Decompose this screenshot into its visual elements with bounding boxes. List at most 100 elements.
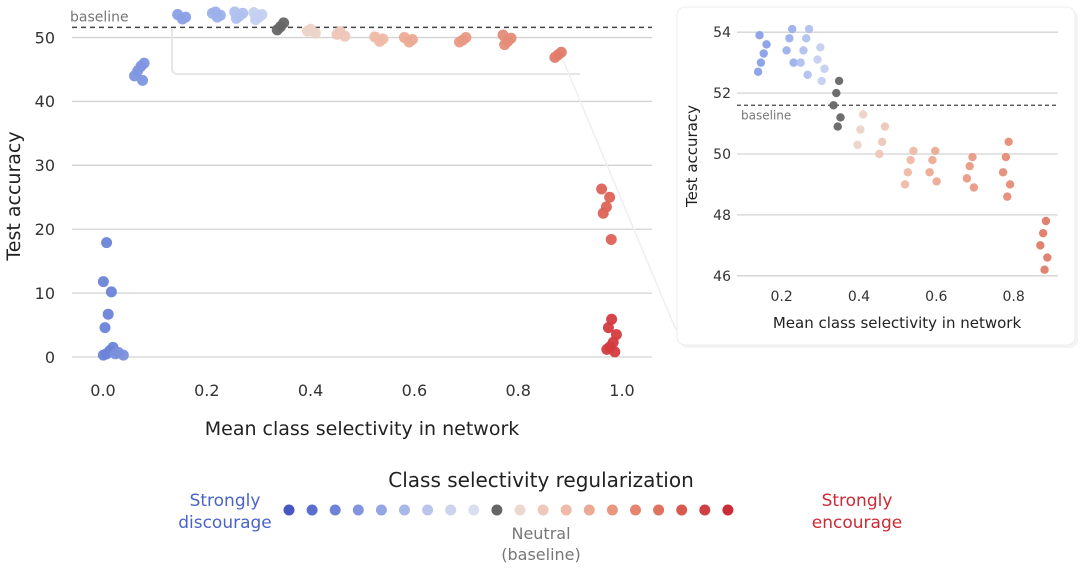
legend-dot (606, 504, 618, 516)
main-y-tick: 40 (35, 92, 55, 111)
legend-dot (375, 504, 387, 516)
main-point (596, 183, 608, 195)
inset-point (836, 113, 845, 122)
legend-right-label-line1: Strongly (822, 491, 893, 511)
inset-point (796, 58, 805, 67)
inset-x-tick: 0.6 (925, 289, 947, 305)
main-point (97, 276, 109, 288)
legend-dot (422, 504, 434, 516)
legend-dot (676, 504, 688, 516)
main-y-tick: 30 (35, 156, 55, 175)
main-point (113, 347, 125, 359)
main-y-tick: 0 (45, 348, 55, 367)
legend-dot (329, 504, 341, 516)
inset-point (1041, 216, 1051, 226)
main-x-tick-labels: 0.0 0.2 0.4 0.6 0.8 1.0 (90, 381, 634, 400)
main-point (210, 6, 222, 18)
legend-center-label-line2: (baseline) (501, 545, 581, 564)
inset-point (932, 177, 941, 186)
legend-dot (491, 504, 503, 516)
inset-point (787, 24, 797, 34)
main-x-axis-label: Mean class selectivity in network (205, 418, 520, 440)
inset-point (832, 88, 841, 98)
inset-x-tick-labels: 0.2 0.4 0.6 0.8 (771, 289, 1025, 305)
inset-point (962, 174, 972, 183)
legend-left-label-line1: Strongly (190, 491, 261, 511)
main-point (369, 31, 381, 43)
legend-center-label-line1: Neutral (511, 524, 570, 543)
main-point (606, 313, 618, 325)
inset-y-tick: 48 (713, 208, 731, 224)
inset-point (1040, 265, 1049, 274)
inset-y-axis-label: Test accuracy (683, 105, 701, 208)
legend-right-label-line2: encourage (812, 513, 902, 533)
main-x-tick: 0.2 (194, 381, 219, 400)
inset-point (1038, 228, 1048, 238)
main-y-axis-label: Test accuracy (3, 131, 25, 261)
main-point (605, 233, 617, 245)
main-y-tick-labels: 0 10 20 30 40 50 (35, 28, 55, 366)
inset-point (833, 122, 842, 131)
legend-dot (399, 504, 410, 516)
legend-dot (583, 504, 595, 516)
main-point (138, 57, 150, 69)
main-y-tick: 10 (35, 284, 55, 303)
inset-point (829, 101, 838, 110)
inset-point (820, 64, 829, 73)
inset-point (900, 180, 910, 189)
inset-y-tick: 46 (713, 269, 731, 285)
legend-dot (722, 504, 734, 516)
main-point (229, 6, 241, 18)
inset-x-tick: 0.4 (848, 289, 870, 305)
inset-point (756, 58, 766, 67)
main-y-tick: 50 (35, 28, 55, 47)
inset-point (906, 155, 915, 165)
inset-point (875, 149, 884, 159)
inset-point (1004, 137, 1013, 147)
inset-point (789, 58, 798, 67)
inset-x-axis-label: Mean class selectivity in network (773, 314, 1022, 332)
inset-panel: 46 48 50 52 54 0.2 0.4 0.6 0.8 baseline Mean cl… (676, 6, 1078, 348)
inset-point (877, 137, 887, 147)
inset-point (880, 122, 890, 131)
inset-baseline-label: baseline (741, 108, 791, 122)
main-point (172, 9, 184, 21)
inset-point (1005, 180, 1015, 189)
inset-point (785, 34, 794, 43)
inset-point (931, 146, 940, 156)
inset-point (759, 49, 768, 58)
main-x-tick: 0.0 (90, 381, 115, 400)
main-point (602, 322, 614, 334)
main-baseline-label: baseline (70, 9, 129, 25)
inset-point (834, 76, 844, 86)
main-point (610, 329, 622, 341)
inset-point (925, 168, 934, 177)
main-data-points (97, 6, 622, 361)
inset-point (817, 76, 826, 86)
inset-point (816, 43, 825, 52)
inset-point (858, 110, 868, 119)
main-point (99, 322, 111, 334)
main-point (137, 74, 149, 86)
legend-left-label-line2: discourage (178, 513, 272, 533)
main-y-tick: 20 (35, 220, 55, 239)
legend-dot (653, 504, 665, 516)
main-point (604, 191, 616, 203)
main-point (102, 308, 114, 320)
main-x-tick: 0.4 (298, 381, 323, 400)
main-point (305, 23, 317, 35)
legend-dot (560, 504, 572, 516)
inset-point (1001, 152, 1011, 162)
main-x-tick: 0.6 (402, 381, 427, 400)
inset-point (753, 67, 763, 76)
inset-point (856, 125, 865, 134)
legend-dot (283, 504, 295, 516)
main-x-tick: 0.8 (505, 381, 530, 400)
inset-x-tick: 0.2 (771, 289, 793, 305)
inset-point (853, 140, 862, 150)
inset-point (804, 24, 814, 34)
inset-point (969, 183, 979, 192)
main-point (105, 286, 117, 298)
